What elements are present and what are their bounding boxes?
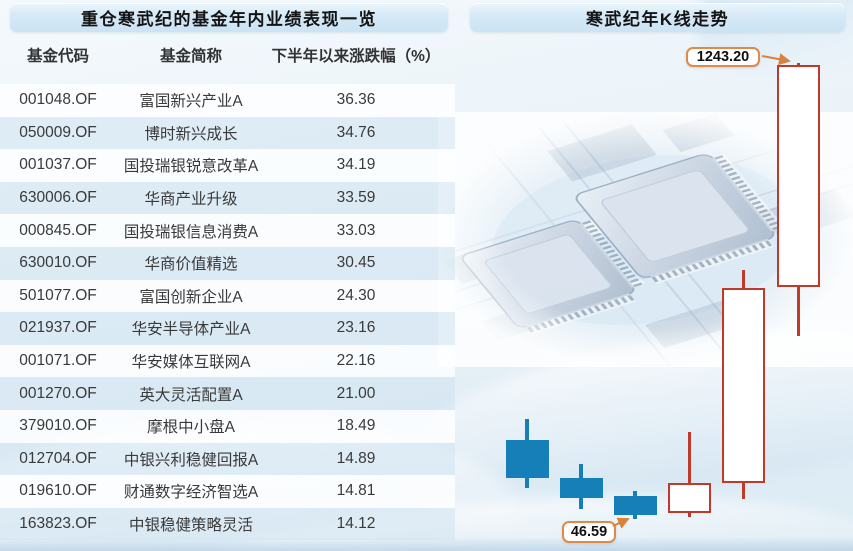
column-header-fund-code: 基金代码 [26,48,89,65]
fund-name: 国投瑞银信息消费A [123,223,259,241]
fund-code: 050009.OF [19,123,97,141]
fund-code: 021937.OF [19,319,97,337]
candle-body [559,478,603,498]
fund-name: 华商产业升级 [144,191,238,209]
low-price-label: 46.59 [562,521,616,543]
fund-change: 34.76 [336,123,376,141]
fund-change: 34.19 [336,156,376,174]
candle-body [505,440,549,479]
fund-change: 24.30 [336,286,376,304]
table-row: 012704.OF 中银兴利稳健回报A 14.89 [0,442,455,476]
fund-name: 英大灵活配置A [139,386,243,404]
fund-code: 630010.OF [19,254,97,272]
table-row: 163823.OF 中银稳健策略灵活 14.12 [0,507,455,541]
fund-code: 019610.OF [19,482,97,500]
fund-code: 379010.OF [19,417,97,435]
column-header-fund-change: 下半年以来涨跌幅（%） [271,48,441,65]
fund-table-body: 001048.OF 富国新兴产业A 36.36 050009.OF 博时新兴成长… [0,84,455,541]
fund-code: 000845.OF [19,221,97,239]
fund-name: 摩根中小盘A [147,419,235,437]
fund-code: 012704.OF [19,449,97,467]
table-row: 001270.OF 英大灵活配置A 21.00 [0,377,455,410]
fund-change: 33.03 [336,221,376,239]
fund-name: 财通数字经济智选A [123,484,259,502]
fund-code: 001270.OF [19,384,97,402]
fund-change: 30.45 [336,254,376,272]
fund-name: 博时新兴成长 [144,125,238,143]
candle-body [722,287,766,483]
fund-change: 33.59 [336,189,376,207]
fund-change: 36.36 [336,91,376,109]
kline-chart-title: 寒武纪年K线走势 [470,3,845,32]
high-price-label: 1243.20 [686,47,760,67]
candle-body [668,483,712,514]
fund-change: 21.00 [336,384,376,402]
fund-name: 国投瑞银锐意改革A [123,158,259,176]
candle-body [613,496,657,516]
fund-change: 23.16 [336,319,376,337]
fund-change: 14.12 [336,515,376,533]
fund-change: 22.16 [336,352,376,370]
fund-code: 001048.OF [19,91,97,109]
fund-code: 163823.OF [19,515,97,533]
fund-code: 001037.OF [19,156,97,174]
candle-wick [688,432,692,517]
fund-code: 001071.OF [19,352,97,370]
table-row: 379010.OF 摩根中小盘A 18.49 [0,409,455,443]
table-row: 019610.OF 财通数字经济智选A 14.81 [0,475,455,508]
table-row: 001071.OF 华安媒体互联网A 22.16 [0,344,455,378]
table-row: 501077.OF 富国创新企业A 24.30 [0,279,455,313]
table-row: 000845.OF 国投瑞银信息消费A 33.03 [0,214,455,247]
table-row: 001048.OF 富国新兴产业A 36.36 [0,84,455,117]
background-strip [0,538,853,551]
fund-change: 14.81 [336,482,376,500]
fund-name: 富国创新企业A [139,288,243,306]
fund-name: 中银兴利稳健回报A [123,451,259,469]
fund-name: 华安半导体产业A [131,321,251,339]
fund-change: 18.49 [336,417,376,435]
table-row: 630006.OF 华商产业升级 33.59 [0,181,455,215]
fund-code: 630006.OF [19,189,97,207]
fund-name: 华商价值精选 [144,256,238,274]
fund-name: 中银稳健策略灵活 [128,517,253,535]
table-row: 021937.OF 华安半导体产业A 23.16 [0,312,455,345]
fund-code: 501077.OF [19,286,97,304]
fund-name: 华安媒体互联网A [131,354,251,372]
table-row: 630010.OF 华商价值精选 30.45 [0,246,455,280]
column-header-fund-name: 基金简称 [159,48,222,65]
fund-change: 14.89 [336,449,376,467]
fund-name: 富国新兴产业A [139,93,243,111]
fund-table-title: 重仓寒武纪的基金年内业绩表现一览 [10,3,448,32]
candle-body [776,65,820,288]
table-row: 050009.OF 博时新兴成长 34.76 [0,116,455,150]
fund-table-header: 基金代码 基金简称 下半年以来涨跌幅（%） [0,40,455,70]
table-row: 001037.OF 国投瑞银锐意改革A 34.19 [0,149,455,182]
